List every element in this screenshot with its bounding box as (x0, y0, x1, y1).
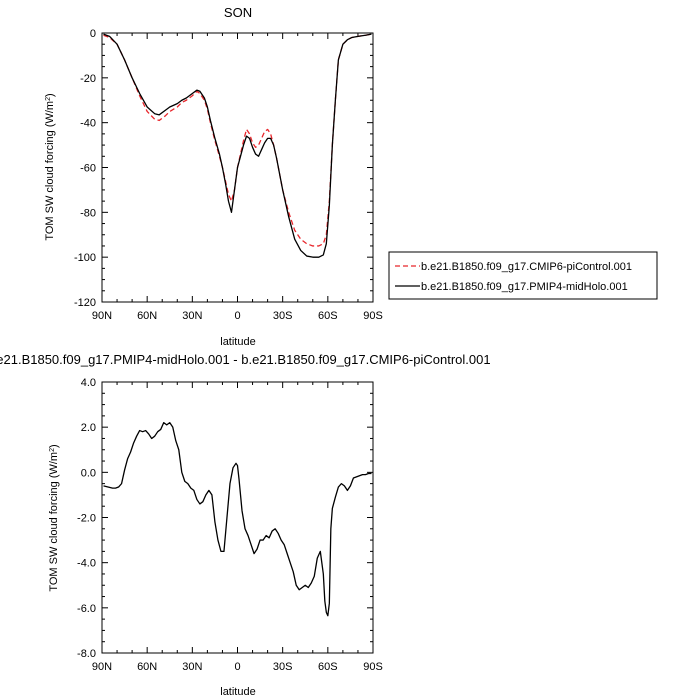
bottom-chart-panel: b.e21.B1850.f09_g17.PMIP4-midHolo.001 - … (0, 352, 491, 698)
y-tick-label: -100 (74, 252, 96, 264)
top-chart-panel: SON 90N 60N 30N 0 30S 60S 90S 0 -20 -40 -60 -80 -100… (44, 5, 383, 348)
bottom-chart-title: b.e21.B1850.f09_g17.PMIP4-midHolo.001 - … (0, 352, 491, 367)
x-tick-label: 30S (273, 310, 293, 322)
x-tick-label: 0 (234, 661, 240, 673)
top-series-line-1 (103, 33, 372, 258)
y-tick-label: -6.0 (77, 603, 96, 615)
y-tick-label: -20 (80, 73, 96, 85)
y-tick-label: 2.0 (81, 422, 96, 434)
y-tick-label: -120 (74, 297, 96, 309)
top-chart-xlabel: latitude (220, 336, 255, 348)
x-tick-label: 60S (318, 310, 338, 322)
x-tick-label: 60N (137, 310, 157, 322)
top-chart-title: SON (224, 5, 252, 20)
x-tick-label: 30S (273, 661, 293, 673)
bottom-chart-xlabel: latitude (220, 686, 255, 698)
y-tick-label: -8.0 (77, 648, 96, 660)
x-tick-label: 0 (234, 310, 240, 322)
top-chart-legend: b.e21.B1850.f09_g17.CMIP6-piControl.001 … (388, 251, 658, 300)
y-tick-label: 4.0 (81, 377, 96, 389)
bottom-chart-ticks: 90N 60N 30N 0 30S 60S 90S 4.0 2.0 0.0 -2.0 -4.0 -6.0… (77, 377, 383, 673)
y-tick-label: 0.0 (81, 467, 96, 479)
x-tick-label: 30N (182, 310, 202, 322)
x-tick-label: 90S (363, 310, 383, 322)
x-tick-label: 90N (92, 310, 112, 322)
top-chart-lines (103, 33, 372, 258)
legend-box (388, 251, 658, 300)
top-series-line-0 (103, 33, 372, 247)
bottom-chart-lines (103, 421, 372, 617)
bottom-chart-ylabel: TOM SW cloud forcing (W/m2) (48, 444, 60, 591)
x-tick-label: 90N (92, 661, 112, 673)
top-chart-ticks: 90N 60N 30N 0 30S 60S 90S 0 -20 -40 -60 -80 -100 -120 (74, 28, 383, 322)
y-tick-label: -60 (80, 163, 96, 175)
top-chart-ylabel: TOM SW cloud forcing (W/m2) (44, 93, 56, 240)
y-tick-label: 0 (90, 28, 96, 40)
x-tick-label: 30N (182, 661, 202, 673)
bottom-chart-frame (101, 381, 374, 654)
legend-label-piControl: b.e21.B1850.f09_g17.CMIP6-piControl.001 (421, 261, 632, 273)
top-chart-frame (101, 32, 374, 303)
y-tick-label: -40 (80, 118, 96, 130)
x-tick-label: 90S (363, 661, 383, 673)
y-tick-label: -80 (80, 207, 96, 219)
x-tick-label: 60N (137, 661, 157, 673)
y-tick-label: -2.0 (77, 513, 96, 525)
legend-label-midHolo: b.e21.B1850.f09_g17.PMIP4-midHolo.001 (421, 281, 628, 293)
bottom-series-line-0 (103, 421, 372, 617)
y-tick-label: -4.0 (77, 558, 96, 570)
x-tick-label: 60S (318, 661, 338, 673)
